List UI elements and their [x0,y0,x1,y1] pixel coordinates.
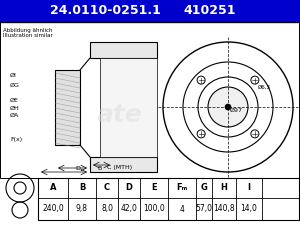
Text: 24.0110-0251.1: 24.0110-0251.1 [50,4,160,18]
Text: 4: 4 [180,205,184,214]
Text: 100,0: 100,0 [143,205,165,214]
Text: ØH: ØH [10,106,20,110]
Text: F(x): F(x) [10,137,22,142]
Text: B: B [98,166,102,171]
Circle shape [197,130,205,138]
Text: D: D [125,184,133,193]
Bar [90,42,157,58]
Bar [55,70,80,145]
Text: Ø6,3: Ø6,3 [258,85,271,90]
Circle shape [197,76,205,84]
Circle shape [251,130,259,138]
Text: ate: ate [97,103,143,127]
Text: Fₘ: Fₘ [176,184,188,193]
Text: ØG: ØG [10,83,20,88]
Text: 8,0: 8,0 [101,205,113,214]
Text: ØI: ØI [10,72,17,77]
Text: 42,0: 42,0 [121,205,137,214]
Text: ØA: ØA [10,112,19,117]
Text: C (MTH): C (MTH) [107,166,133,171]
Text: E: E [151,184,157,193]
Text: G: G [201,184,207,193]
Circle shape [208,87,248,127]
Bar [100,58,157,157]
Text: 140,8: 140,8 [213,205,235,214]
Text: B: B [79,184,85,193]
Text: Abbildung ähnlich: Abbildung ähnlich [3,28,52,33]
Text: C: C [104,184,110,193]
Text: 57,0: 57,0 [196,205,212,214]
Circle shape [225,104,231,110]
Bar [38,178,299,220]
Bar [0,22,299,178]
Text: ØE: ØE [10,97,19,103]
Text: D: D [76,166,80,171]
Circle shape [251,76,259,84]
Bar [0,0,300,22]
Text: 14,0: 14,0 [241,205,257,214]
Text: 410251: 410251 [184,4,236,18]
Bar [90,157,157,172]
Text: 240,0: 240,0 [42,205,64,214]
Text: A: A [50,184,56,193]
Text: H: H [220,184,227,193]
Text: Illustration similar: Illustration similar [3,33,53,38]
Text: I: I [248,184,250,193]
Text: 9,8: 9,8 [76,205,88,214]
Text: Ø97: Ø97 [230,108,243,112]
